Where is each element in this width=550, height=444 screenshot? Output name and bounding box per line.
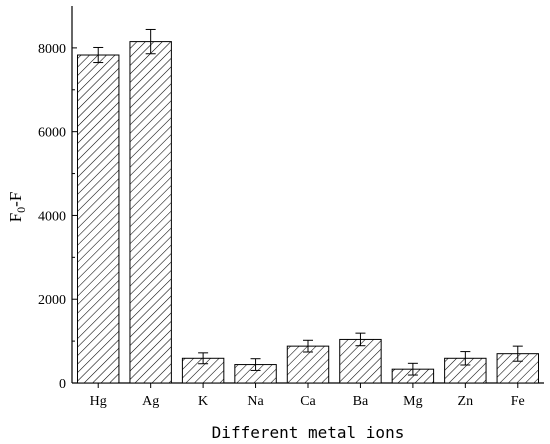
x-tick-label-mg: Mg bbox=[403, 394, 422, 409]
bar-ag bbox=[129, 41, 172, 384]
y-axis-title: F0-F bbox=[6, 192, 28, 223]
y-tick-label: 0 bbox=[59, 377, 66, 392]
x-tick-label-na: Na bbox=[247, 394, 264, 409]
x-tick-label-hg: Hg bbox=[90, 394, 107, 409]
x-tick-label-ba: Ba bbox=[353, 394, 369, 409]
x-tick-label-ca: Ca bbox=[300, 394, 316, 409]
y-tick-label: 2000 bbox=[38, 293, 66, 308]
x-tick-label-k: K bbox=[198, 394, 208, 409]
y-axis-title-main: F bbox=[6, 213, 25, 222]
bar-hg bbox=[77, 54, 120, 384]
y-tick-label: 6000 bbox=[38, 126, 66, 141]
plot-area: 0 2000 4000 6000 8000 Hg Ag K Na Ca Ba Mg Zn Fe bbox=[38, 6, 544, 409]
x-axis-title: Different metal ions bbox=[212, 423, 405, 442]
x-tick-label-fe: Fe bbox=[511, 394, 525, 409]
y-axis-title-subscript: 0 bbox=[14, 207, 28, 213]
x-tick-label-zn: Zn bbox=[458, 394, 474, 409]
y-tick-label: 4000 bbox=[38, 209, 66, 224]
y-tick-label: 8000 bbox=[38, 42, 66, 57]
x-tick-label-ag: Ag bbox=[142, 394, 159, 409]
y-axis-title-suffix: -F bbox=[6, 192, 25, 207]
